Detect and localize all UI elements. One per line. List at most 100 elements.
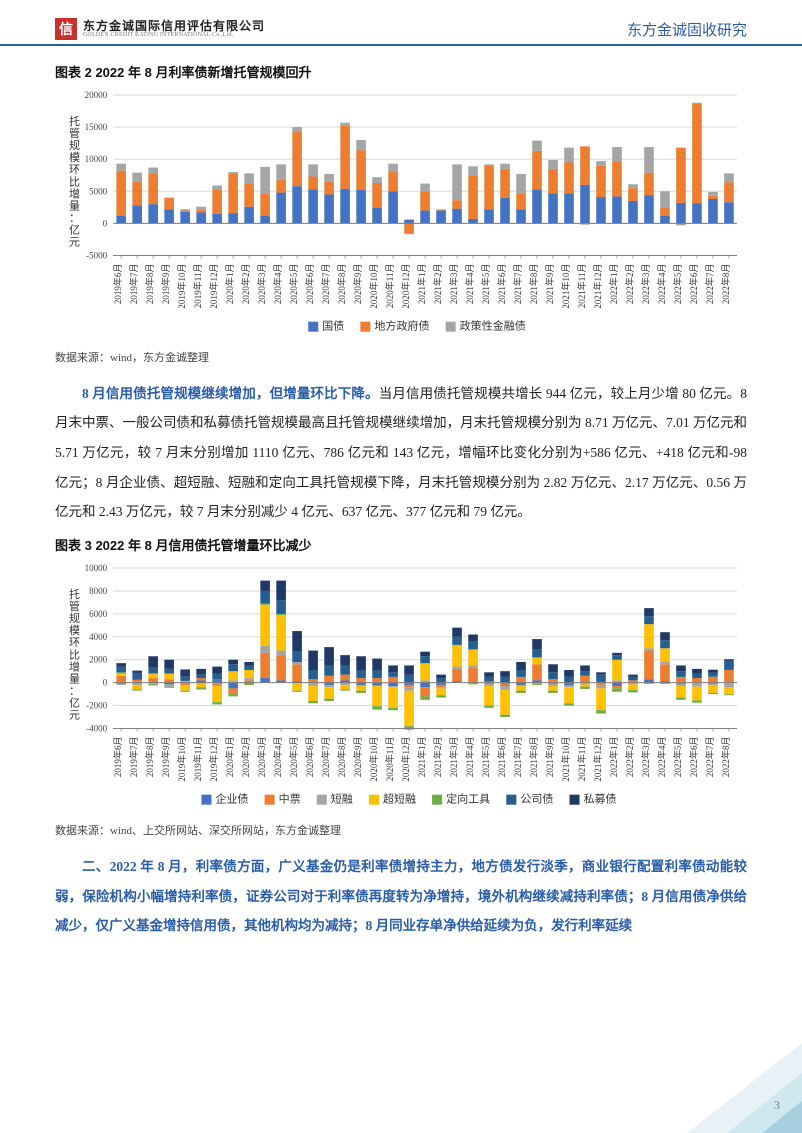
svg-text:公司债: 公司债 (520, 792, 553, 806)
svg-text:企业债: 企业债 (215, 792, 248, 806)
svg-text:2021年9月: 2021年9月 (544, 264, 555, 305)
svg-text:2021年6月: 2021年6月 (496, 264, 507, 305)
logo-en: GOLDEN CREDIT RATING INTERNATIONAL Co.,L… (83, 32, 265, 38)
svg-text:中票: 中票 (279, 793, 301, 806)
chart3: -4000-20000200040006000800010000托管规模环比增量… (55, 560, 747, 816)
svg-text:2021年4月: 2021年4月 (464, 737, 475, 778)
page-corner-decoration (687, 1043, 802, 1133)
chart3-title: 图表 3 2022 年 8 月信用债托管增量环比减少 (55, 535, 747, 554)
svg-text:2020年4月: 2020年4月 (272, 737, 283, 778)
svg-text:2020年8月: 2020年8月 (336, 737, 347, 778)
svg-text:2021年7月: 2021年7月 (512, 264, 523, 305)
svg-text:2022年2月: 2022年2月 (624, 264, 635, 305)
svg-text:2020年1月: 2020年1月 (224, 737, 235, 778)
svg-text:2019年10月: 2019年10月 (176, 737, 187, 782)
page-number: 3 (774, 1098, 780, 1113)
svg-text:2021年5月: 2021年5月 (480, 737, 491, 778)
svg-text:0: 0 (103, 678, 108, 688)
svg-text:2019年11月: 2019年11月 (192, 737, 203, 782)
svg-text:2022年8月: 2022年8月 (720, 737, 731, 778)
svg-text:2020年9月: 2020年9月 (352, 264, 363, 305)
svg-text:2020年2月: 2020年2月 (240, 737, 251, 778)
svg-text:2020年1月: 2020年1月 (224, 264, 235, 305)
svg-text:2022年1月: 2022年1月 (608, 737, 619, 778)
svg-text:2021年10月: 2021年10月 (560, 264, 571, 309)
svg-text:8000: 8000 (89, 586, 108, 596)
svg-text:2020年10月: 2020年10月 (368, 737, 379, 782)
svg-text:2020年3月: 2020年3月 (256, 737, 267, 778)
svg-text:10000: 10000 (85, 154, 108, 164)
svg-text:2021年4月: 2021年4月 (464, 264, 475, 305)
svg-text:2021年11月: 2021年11月 (576, 264, 587, 309)
svg-text:2020年7月: 2020年7月 (320, 737, 331, 778)
svg-text:2020年12月: 2020年12月 (400, 737, 411, 782)
svg-text:2021年2月: 2021年2月 (432, 264, 443, 305)
svg-text:2021年8月: 2021年8月 (528, 737, 539, 778)
svg-text:2020年9月: 2020年9月 (352, 737, 363, 778)
svg-text:2022年8月: 2022年8月 (720, 264, 731, 305)
svg-text:2019年6月: 2019年6月 (112, 737, 123, 778)
logo-cn: 东方金诚国际信用评估有限公司 (83, 20, 265, 33)
page-header: 信 东方金诚国际信用评估有限公司 GOLDEN CREDIT RATING IN… (0, 0, 802, 46)
svg-text:2019年9月: 2019年9月 (160, 264, 171, 305)
svg-text:定向工具: 定向工具 (446, 792, 490, 806)
svg-text:15000: 15000 (85, 122, 108, 132)
svg-text:2020年6月: 2020年6月 (304, 264, 315, 305)
svg-text:2020年2月: 2020年2月 (240, 264, 251, 305)
svg-text:2022年4月: 2022年4月 (656, 737, 667, 778)
svg-text:超短融: 超短融 (383, 792, 416, 806)
svg-text:短融: 短融 (331, 792, 353, 806)
svg-text:5000: 5000 (89, 186, 108, 196)
svg-text:2019年10月: 2019年10月 (176, 264, 187, 309)
para1-rest: 当月信用债托管规模共增长 944 亿元，较上月少增 80 亿元。8 月末中票、一… (55, 386, 747, 520)
chart2: -500005000100001500020000托管规模环比增量：亿元2019… (55, 87, 747, 343)
chart3-source: 数据来源：wind、上交所网站、深交所网站，东方金诚整理 (55, 822, 747, 838)
svg-text:2019年12月: 2019年12月 (208, 264, 219, 309)
svg-text:2019年8月: 2019年8月 (144, 264, 155, 305)
svg-text:2021年1月: 2021年1月 (416, 737, 427, 778)
svg-text:-5000: -5000 (86, 250, 108, 260)
svg-text:2020年4月: 2020年4月 (272, 264, 283, 305)
svg-text:2000: 2000 (89, 655, 108, 665)
svg-text:私募债: 私募债 (584, 792, 617, 806)
svg-text:2022年5月: 2022年5月 (672, 264, 683, 305)
svg-text:2019年11月: 2019年11月 (192, 264, 203, 309)
svg-text:2022年2月: 2022年2月 (624, 737, 635, 778)
svg-text:2022年6月: 2022年6月 (688, 264, 699, 305)
svg-text:2022年6月: 2022年6月 (688, 737, 699, 778)
svg-text:2021年3月: 2021年3月 (448, 264, 459, 305)
para2-lead: 二、2022 年 8 月，利率债方面，广义基金仍是利率债增持主力，地方债发行淡季… (55, 859, 747, 933)
svg-text:2020年10月: 2020年10月 (368, 264, 379, 309)
chart2-title: 图表 2 2022 年 8 月利率债新增托管规模回升 (55, 62, 747, 81)
svg-text:2020年11月: 2020年11月 (384, 264, 395, 309)
svg-text:2022年3月: 2022年3月 (640, 264, 651, 305)
svg-text:2021年2月: 2021年2月 (432, 737, 443, 778)
svg-text:0: 0 (103, 218, 108, 228)
svg-text:2020年8月: 2020年8月 (336, 264, 347, 305)
svg-text:6000: 6000 (89, 609, 108, 619)
svg-text:2021年8月: 2021年8月 (528, 264, 539, 305)
svg-text:2019年7月: 2019年7月 (128, 737, 139, 778)
svg-text:2019年9月: 2019年9月 (160, 737, 171, 778)
svg-text:2022年7月: 2022年7月 (704, 264, 715, 305)
svg-text:2020年6月: 2020年6月 (304, 737, 315, 778)
svg-text:2019年6月: 2019年6月 (112, 264, 123, 305)
svg-text:2022年7月: 2022年7月 (704, 737, 715, 778)
svg-text:2021年9月: 2021年9月 (544, 737, 555, 778)
svg-text:2022年3月: 2022年3月 (640, 737, 651, 778)
chart3-svg: -4000-20000200040006000800010000托管规模环比增量… (55, 560, 747, 816)
svg-text:10000: 10000 (85, 563, 108, 573)
svg-text:4000: 4000 (89, 632, 108, 642)
svg-text:2021年12月: 2021年12月 (592, 737, 603, 782)
svg-text:地方政府债: 地方政府债 (374, 319, 429, 333)
svg-text:20000: 20000 (85, 90, 108, 100)
svg-text:2021年6月: 2021年6月 (496, 737, 507, 778)
svg-text:2021年7月: 2021年7月 (512, 737, 523, 778)
svg-text:2022年5月: 2022年5月 (672, 737, 683, 778)
svg-text:2021年1月: 2021年1月 (416, 264, 427, 305)
svg-text:托管规模环比增量：亿元: 托管规模环比增量：亿元 (69, 587, 80, 721)
svg-text:2020年3月: 2020年3月 (256, 264, 267, 305)
svg-text:2021年11月: 2021年11月 (576, 737, 587, 782)
para1-lead: 8 月信用债托管规模继续增加，但增量环比下降。 (82, 386, 379, 401)
chart2-svg: -500005000100001500020000托管规模环比增量：亿元2019… (55, 87, 747, 343)
